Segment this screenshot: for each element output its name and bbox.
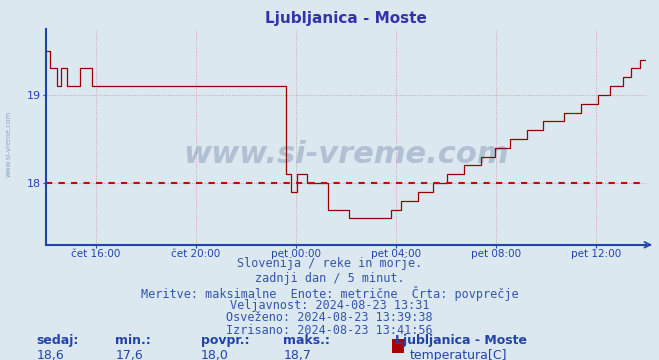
Text: 17,6: 17,6 [115,349,143,360]
Text: www.si-vreme.com: www.si-vreme.com [183,140,509,168]
Text: maks.:: maks.: [283,334,330,347]
Text: povpr.:: povpr.: [201,334,250,347]
Text: Ljubljanica - Moste: Ljubljanica - Moste [395,334,527,347]
Text: www.si-vreme.com: www.si-vreme.com [5,111,12,177]
Text: 18,0: 18,0 [201,349,229,360]
Text: Izrisano: 2024-08-23 13:41:56: Izrisano: 2024-08-23 13:41:56 [226,324,433,337]
Text: min.:: min.: [115,334,151,347]
Text: temperatura[C]: temperatura[C] [410,349,507,360]
Text: 18,7: 18,7 [283,349,311,360]
Text: Slovenija / reke in morje.: Slovenija / reke in morje. [237,257,422,270]
Text: Veljavnost: 2024-08-23 13:31: Veljavnost: 2024-08-23 13:31 [230,299,429,312]
Text: sedaj:: sedaj: [36,334,78,347]
Text: Osveženo: 2024-08-23 13:39:38: Osveženo: 2024-08-23 13:39:38 [226,311,433,324]
Text: 18,6: 18,6 [36,349,64,360]
Title: Ljubljanica - Moste: Ljubljanica - Moste [265,11,427,26]
Text: Meritve: maksimalne  Enote: metrične  Črta: povprečje: Meritve: maksimalne Enote: metrične Črta… [140,286,519,301]
Text: zadnji dan / 5 minut.: zadnji dan / 5 minut. [254,272,405,285]
